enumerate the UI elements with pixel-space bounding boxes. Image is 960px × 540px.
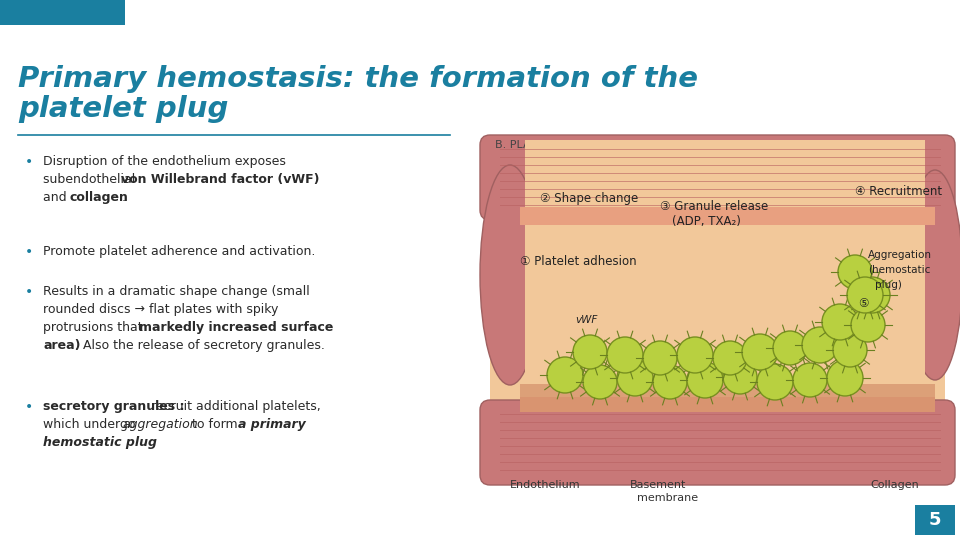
FancyBboxPatch shape: [480, 135, 955, 220]
Circle shape: [838, 255, 872, 289]
Text: •: •: [25, 155, 34, 169]
FancyBboxPatch shape: [520, 384, 935, 412]
Circle shape: [583, 365, 617, 399]
FancyBboxPatch shape: [520, 397, 935, 412]
Circle shape: [573, 335, 607, 369]
Circle shape: [617, 360, 653, 396]
Text: rounded discs → flat plates with spiky: rounded discs → flat plates with spiky: [43, 303, 278, 316]
Circle shape: [854, 277, 890, 313]
Circle shape: [851, 308, 885, 342]
Text: Primary hemostasis: the formation of the: Primary hemostasis: the formation of the: [18, 65, 698, 93]
FancyBboxPatch shape: [490, 200, 945, 415]
Text: markedly increased surface: markedly increased surface: [139, 321, 333, 334]
Circle shape: [847, 277, 883, 313]
Text: (hemostatic: (hemostatic: [868, 265, 930, 275]
Circle shape: [547, 357, 583, 393]
Circle shape: [607, 337, 643, 373]
Text: recruit additional platelets,: recruit additional platelets,: [147, 400, 321, 413]
Text: Disruption of the endothelium exposes: Disruption of the endothelium exposes: [43, 155, 286, 168]
Text: von Willebrand factor (vWF): von Willebrand factor (vWF): [121, 173, 320, 186]
Ellipse shape: [480, 165, 540, 385]
Text: vWF: vWF: [575, 315, 597, 325]
Text: •: •: [25, 285, 34, 299]
Circle shape: [723, 360, 757, 394]
Circle shape: [827, 360, 863, 396]
Text: ④ Recruitment: ④ Recruitment: [855, 185, 942, 198]
Text: a primary: a primary: [238, 418, 305, 431]
Circle shape: [687, 362, 723, 398]
Circle shape: [822, 304, 858, 340]
Text: (ADP, TXA₂): (ADP, TXA₂): [672, 215, 741, 228]
Text: B. PLATELET ACTIVATION AND AGGREGATION: B. PLATELET ACTIVATION AND AGGREGATION: [495, 140, 746, 150]
FancyBboxPatch shape: [525, 140, 925, 410]
Text: platelet plug: platelet plug: [18, 95, 228, 123]
Circle shape: [833, 333, 867, 367]
Circle shape: [757, 364, 793, 400]
Text: Results in a dramatic shape change (small: Results in a dramatic shape change (smal…: [43, 285, 310, 298]
Text: plug): plug): [875, 280, 901, 290]
FancyBboxPatch shape: [520, 207, 935, 225]
Text: •: •: [25, 400, 34, 414]
Text: 5: 5: [928, 511, 941, 529]
Text: area): area): [43, 339, 81, 352]
Circle shape: [773, 331, 807, 365]
Circle shape: [793, 363, 827, 397]
Text: hemostatic plug: hemostatic plug: [43, 436, 157, 449]
Ellipse shape: [907, 170, 960, 380]
Circle shape: [653, 365, 687, 399]
Text: Basement: Basement: [630, 480, 686, 490]
FancyBboxPatch shape: [0, 0, 125, 25]
Text: Promote platelet adherence and activation.: Promote platelet adherence and activatio…: [43, 245, 316, 258]
Text: ① Platelet adhesion: ① Platelet adhesion: [520, 255, 636, 268]
FancyBboxPatch shape: [480, 400, 955, 485]
Text: Endothelium: Endothelium: [510, 480, 581, 490]
Circle shape: [677, 337, 713, 373]
Text: ③ Granule release: ③ Granule release: [660, 200, 768, 213]
Text: •: •: [25, 245, 34, 259]
Text: Aggregation: Aggregation: [868, 250, 932, 260]
Text: ② Shape change: ② Shape change: [540, 192, 638, 205]
Circle shape: [802, 327, 838, 363]
Text: subendothelial: subendothelial: [43, 173, 139, 186]
Text: protrusions that: protrusions that: [43, 321, 147, 334]
FancyBboxPatch shape: [915, 505, 955, 535]
Circle shape: [643, 341, 677, 375]
Text: Collagen: Collagen: [870, 480, 919, 490]
Text: membrane: membrane: [637, 493, 698, 503]
Text: which undergo: which undergo: [43, 418, 139, 431]
Text: and: and: [43, 191, 71, 204]
Text: .: .: [122, 191, 126, 204]
Circle shape: [713, 341, 747, 375]
Text: aggregation: aggregation: [122, 418, 198, 431]
Text: . Also the release of secretory granules.: . Also the release of secretory granules…: [75, 339, 324, 352]
Text: collagen: collagen: [70, 191, 129, 204]
Text: to form: to form: [188, 418, 242, 431]
Text: ⑤: ⑤: [858, 297, 869, 310]
Circle shape: [742, 334, 778, 370]
Text: secretory granules :: secretory granules :: [43, 400, 184, 413]
